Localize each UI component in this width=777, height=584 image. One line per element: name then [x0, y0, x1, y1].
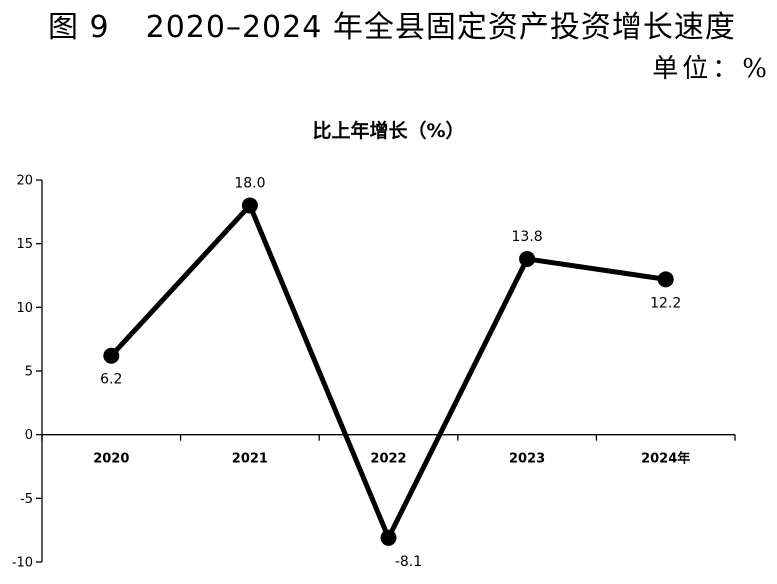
- data-label: 13.8: [512, 229, 543, 245]
- y-tick-label: 5: [25, 365, 33, 380]
- y-tick-label: 10: [16, 301, 33, 316]
- data-point: [380, 529, 397, 546]
- data-point: [657, 271, 674, 288]
- x-category-label: 2024年: [641, 451, 690, 467]
- x-category-label: 2022: [370, 452, 406, 467]
- x-category-label: 2020: [93, 452, 129, 467]
- data-point: [241, 197, 258, 214]
- y-tick-label: 20: [16, 174, 33, 189]
- figure-title-text: 2020–2024 年全县固定资产投资增长速度: [145, 10, 736, 45]
- x-category-label: 2021: [232, 452, 268, 467]
- data-label: 12.2: [650, 295, 681, 311]
- x-category-label: 2023: [509, 452, 545, 467]
- data-point: [519, 250, 536, 267]
- figure-title: 图 9 2020–2024 年全县固定资产投资增长速度: [48, 2, 736, 46]
- data-point: [103, 347, 120, 364]
- y-tick-label: 0: [25, 428, 33, 443]
- data-label: -8.1: [395, 554, 422, 570]
- y-tick-label: -5: [20, 492, 33, 507]
- y-tick-label: -10: [12, 556, 33, 571]
- figure-number: 图 9: [48, 10, 110, 45]
- unit-label: 单位：%: [652, 54, 771, 84]
- data-label: 18.0: [234, 175, 265, 191]
- series-line: [109, 200, 667, 544]
- chart-title: 比上年增长（%）: [312, 120, 465, 142]
- data-label: 6.2: [100, 372, 122, 388]
- y-tick-label: 15: [16, 237, 33, 252]
